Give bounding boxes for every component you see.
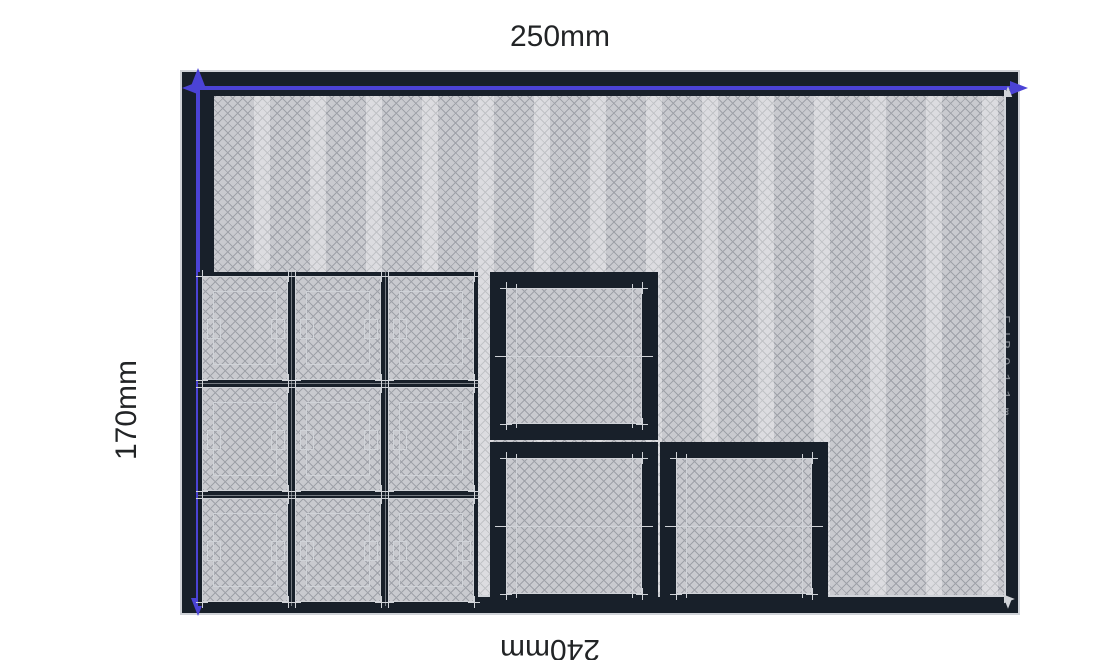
label-width-top: 250mm [510,20,610,54]
small-die-inner [399,291,463,365]
label-width-bottom: 240mm [500,632,600,660]
small-die-inner [399,402,463,476]
label-right-edge: F.LR.O.1.1 m [996,315,1012,416]
label-height-left: 170mm [110,360,144,460]
small-die-inner [213,513,277,587]
small-die-inner [213,291,277,365]
small-die-inner [399,513,463,587]
small-die-inner [306,291,370,365]
small-die-inner [213,402,277,476]
small-die-inner [306,513,370,587]
small-die-inner [306,402,370,476]
arrow-width-top [200,86,1010,90]
drawing-canvas: 250mm 170mm 240mm F.LR.O.1.1 m [0,0,1096,660]
